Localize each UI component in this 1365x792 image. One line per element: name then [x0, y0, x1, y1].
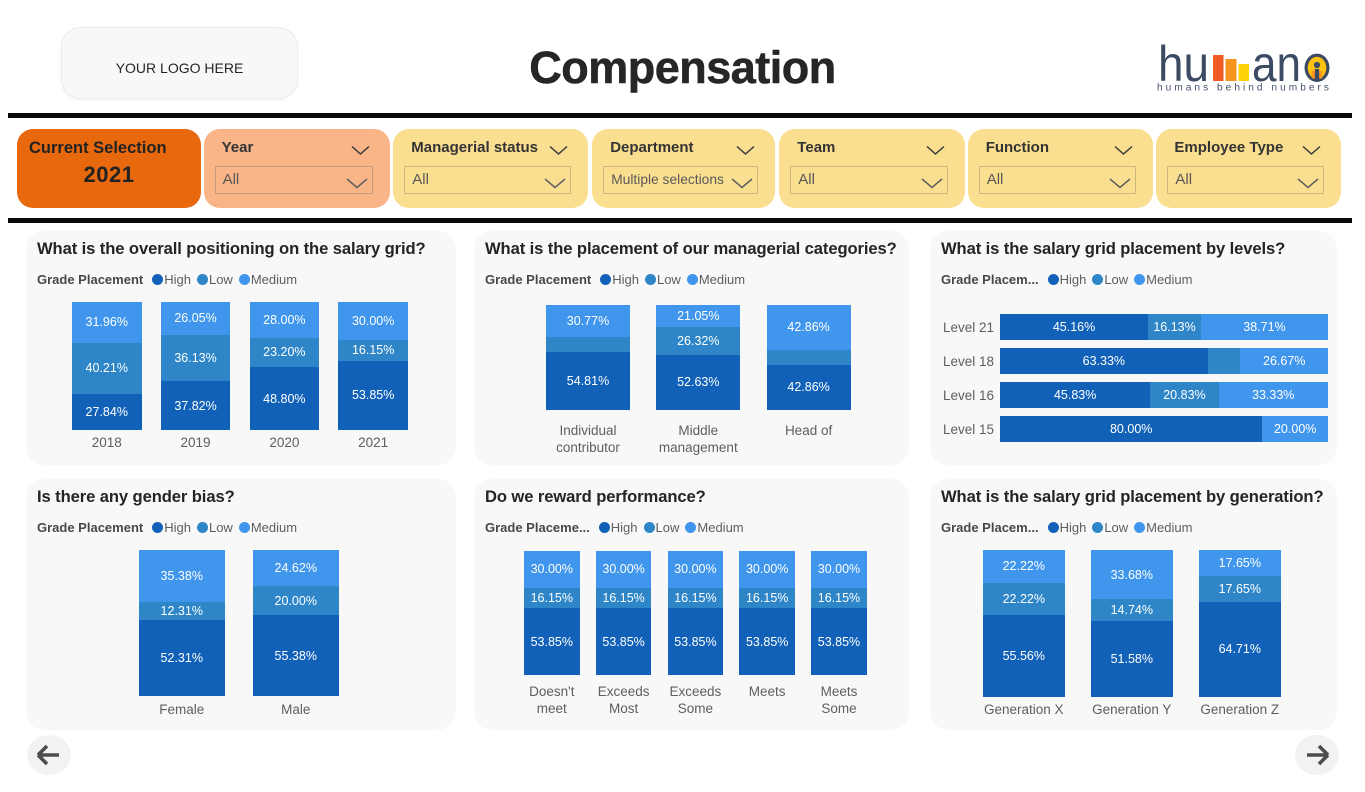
- svg-text:humans behind numbers: humans behind numbers: [1157, 83, 1332, 94]
- svg-text:an: an: [1252, 38, 1301, 92]
- svg-text:hu: hu: [1158, 38, 1209, 92]
